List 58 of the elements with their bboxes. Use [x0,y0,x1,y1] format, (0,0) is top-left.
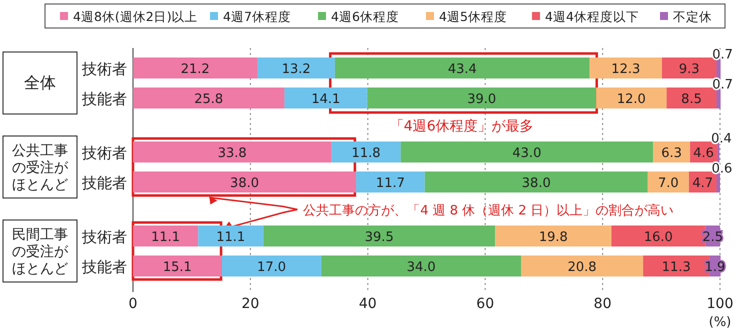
data-label: 4.7 [692,176,714,191]
text: 全体 [24,73,56,92]
x-tick-label: 0 [128,296,138,312]
data-label: 0.4 [711,132,732,146]
data-label: 0.7 [712,48,733,62]
annotation: 「4週6休程度」が最多 [390,118,534,134]
data-label: 38.0 [522,176,551,191]
x-axis-title: (%) [708,315,732,330]
data-label: 0.6 [712,162,732,176]
data-label: 39.0 [467,92,496,107]
y-tick-label: 技能者 [81,90,127,108]
data-label: 0.7 [712,78,733,92]
data-label: 11.8 [352,146,381,161]
y-tick-label: 技術者 [81,228,127,246]
y-tick-label: 技術者 [81,144,127,162]
legend-label: 4週6休程度 [331,9,399,24]
data-label: 11.7 [376,176,405,191]
data-label: 4.6 [693,146,714,161]
data-label: 25.8 [194,92,224,107]
data-label: 38.0 [230,176,260,191]
legend-label: 4週4休程度以下 [545,9,639,24]
data-label: 15.1 [162,260,192,275]
data-label: 17.0 [257,260,286,275]
y-tick-label: 技能者 [81,174,127,192]
legend-label: 4週5休程度 [439,9,507,24]
x-tick-label: 60 [476,296,494,312]
data-label: 43.0 [512,146,542,161]
data-label: 14.1 [311,92,340,107]
data-label: 43.4 [448,62,477,77]
data-label: 6.3 [661,146,682,161]
data-label: 11.3 [662,260,691,275]
annotation: 公共工事の方が、「4 週 8 休（週休 2 日）以上」の割合が高い [303,202,674,218]
legend-label: 不定休 [673,9,712,24]
data-label: 21.2 [180,62,210,77]
data-label: 12.3 [611,62,640,77]
y-tick-label: 技能者 [81,258,127,276]
text: 公共工事の受注がほとんど [12,143,69,193]
data-label: 34.0 [406,260,436,275]
legend-label: 4週8休(週休2日)以上 [73,9,198,24]
data-label: 11.1 [151,230,180,245]
data-label: 20.8 [568,260,597,275]
legend-label: 4週7休程度 [223,9,291,24]
data-label: 16.0 [644,230,673,245]
data-label: 11.1 [216,230,246,245]
data-label: 12.0 [616,92,646,107]
text: 民間工事の受注がほとんど [12,227,69,277]
x-tick-label: 40 [358,296,377,312]
x-tick-label: 80 [594,296,612,312]
data-label: 19.8 [538,230,568,245]
data-label: 9.3 [678,62,700,77]
x-tick-label: 100 [706,296,734,312]
x-tick-label: 20 [241,296,260,312]
data-label: 39.5 [364,230,394,245]
data-label: 7.0 [658,176,679,191]
y-tick-label: 技術者 [81,60,127,78]
data-label: 33.8 [218,146,247,161]
data-label: 8.5 [681,92,702,107]
data-label: 13.2 [282,62,311,77]
